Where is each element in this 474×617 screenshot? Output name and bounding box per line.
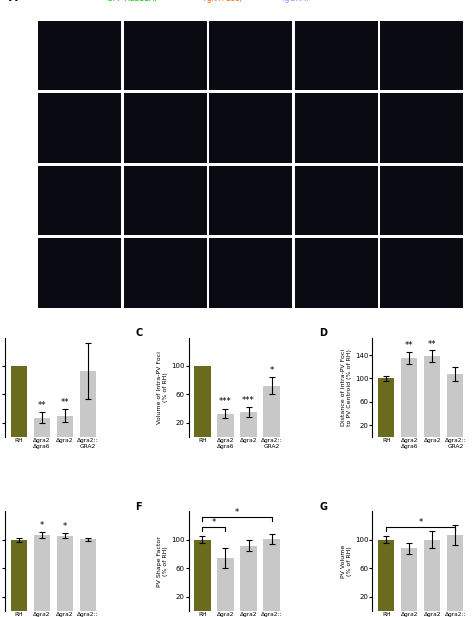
Bar <box>295 238 377 307</box>
Text: *: * <box>63 521 67 531</box>
Bar <box>124 165 207 235</box>
Bar <box>209 21 292 90</box>
Bar <box>218 413 234 437</box>
Text: G: G <box>319 502 327 511</box>
Text: **: ** <box>37 401 46 410</box>
Bar <box>56 536 73 611</box>
Bar <box>380 93 463 163</box>
Bar <box>209 238 292 307</box>
Bar <box>209 165 292 235</box>
Bar <box>10 366 27 437</box>
Y-axis label: Volume of Intra-PV Foci
(% of RH): Volume of Intra-PV Foci (% of RH) <box>157 351 168 424</box>
Bar <box>401 549 418 611</box>
Text: F: F <box>136 502 142 511</box>
Text: ***: *** <box>219 397 232 407</box>
Bar <box>401 358 418 437</box>
Bar <box>80 539 96 611</box>
Text: *: * <box>235 508 239 516</box>
Bar <box>56 416 73 437</box>
Bar <box>264 539 280 611</box>
Y-axis label: PV Shape Factor
(% of RH): PV Shape Factor (% of RH) <box>157 536 168 587</box>
Text: **: ** <box>428 340 437 349</box>
Bar <box>38 165 121 235</box>
Bar <box>378 378 394 437</box>
Y-axis label: PV Volume
(% of RH): PV Volume (% of RH) <box>341 545 352 578</box>
Text: TgGRA7: TgGRA7 <box>281 0 311 3</box>
Text: GFP-Rab11A,: GFP-Rab11A, <box>107 0 159 3</box>
Bar <box>34 418 50 437</box>
Bar <box>194 366 210 437</box>
Bar <box>38 21 121 90</box>
Bar <box>378 540 394 611</box>
Bar <box>380 238 463 307</box>
Bar <box>38 93 121 163</box>
Text: A: A <box>9 0 18 3</box>
Bar <box>240 412 256 437</box>
Text: *: * <box>39 521 44 530</box>
Bar <box>240 545 256 611</box>
Text: *: * <box>269 366 273 375</box>
Text: **: ** <box>405 341 414 350</box>
Bar <box>124 21 207 90</box>
Bar <box>295 165 377 235</box>
Y-axis label: Distance of Intra-PV Foci
to PV Centroid (% of RH): Distance of Intra-PV Foci to PV Centroid… <box>341 349 352 426</box>
Bar <box>194 540 210 611</box>
Bar <box>447 375 464 437</box>
Bar <box>424 356 440 437</box>
Text: TgNTPase,: TgNTPase, <box>202 0 244 3</box>
Bar <box>209 93 292 163</box>
Bar <box>10 540 27 611</box>
Bar <box>124 238 207 307</box>
Bar <box>295 21 377 90</box>
Bar <box>380 21 463 90</box>
Bar <box>295 93 377 163</box>
Bar <box>80 371 96 437</box>
Bar <box>218 558 234 611</box>
Bar <box>34 535 50 611</box>
Text: ***: *** <box>242 396 255 405</box>
Bar <box>264 386 280 437</box>
Text: *: * <box>419 518 423 527</box>
Text: C: C <box>136 328 143 337</box>
Text: D: D <box>319 328 327 337</box>
Text: **: ** <box>60 398 69 407</box>
Text: *: * <box>212 518 216 527</box>
Bar <box>424 540 440 611</box>
Bar <box>380 165 463 235</box>
Bar <box>447 535 464 611</box>
Bar <box>38 238 121 307</box>
Bar <box>124 93 207 163</box>
